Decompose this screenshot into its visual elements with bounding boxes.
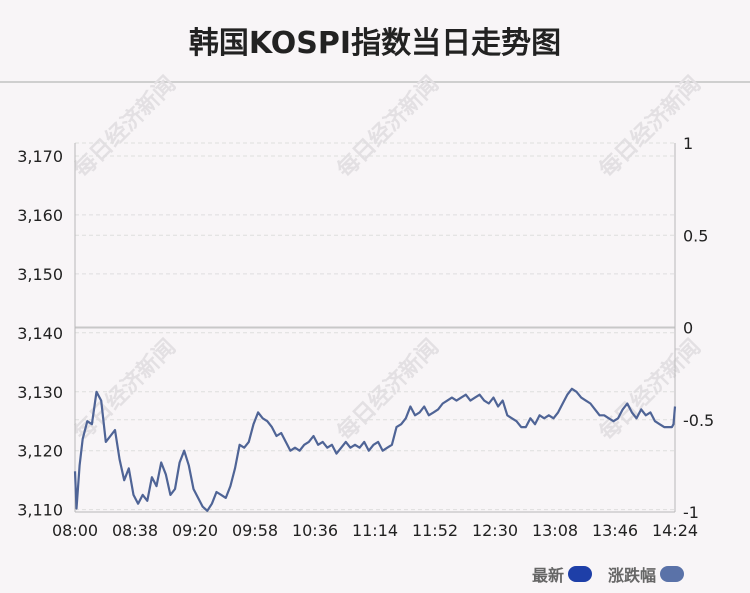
y-right-tick-label: -0.5 (683, 411, 714, 430)
y-left-tick-label: 3,150 (17, 265, 63, 284)
x-tick-label: 09:58 (232, 521, 278, 540)
axes (74, 143, 676, 513)
x-tick-label: 08:00 (52, 521, 98, 540)
watermark-text: 每日经济新闻 (332, 71, 444, 183)
series-layer (73, 387, 677, 512)
legend-item-latest: 最新 (532, 563, 593, 585)
watermark-text: 每日经济新闻 (594, 71, 706, 183)
tick-labels: 3,110 3,120 3,130 3,140 3,150 3,160 3,170 -1 -0.… (17, 134, 714, 540)
y-left-tick-label: 3,170 (17, 147, 63, 166)
x-tick-label: 08:38 (112, 521, 158, 540)
y-left-tick-label: 3,130 (17, 383, 63, 402)
title-divider (0, 81, 750, 83)
watermark-text: 每日经济新闻 (69, 71, 181, 183)
grid-lines (75, 142, 675, 513)
legend-label-latest: 最新 (532, 566, 565, 585)
y-left-tick-label: 3,110 (17, 501, 63, 520)
y-left-tick-label: 3,120 (17, 442, 63, 461)
y-right-tick-label: 1 (683, 134, 693, 153)
series-line-latest (73, 387, 677, 512)
y-right-tick-label: 0.5 (683, 226, 708, 245)
y-left-tick-label: 3,140 (17, 324, 63, 343)
legend-label-change: 涨跌幅 (608, 566, 657, 585)
x-tick-label: 14:24 (652, 521, 698, 540)
x-tick-label: 10:36 (292, 521, 338, 540)
chart-title: 韩国KOSPI指数当日走势图 (188, 26, 562, 61)
y-right-tick-label: 0 (683, 319, 693, 338)
legend-item-change: 涨跌幅 (608, 563, 685, 585)
x-tick-label: 13:46 (592, 521, 638, 540)
x-tick-label: 11:14 (352, 521, 398, 540)
y-right-tick-label: -1 (683, 503, 699, 522)
x-tick-label: 13:08 (532, 521, 578, 540)
y-left-tick-label: 3,160 (17, 206, 63, 225)
x-tick-label: 12:30 (472, 521, 518, 540)
x-tick-label: 11:52 (412, 521, 458, 540)
legend-swatch-change (660, 566, 685, 582)
x-tick-label: 09:20 (172, 521, 218, 540)
watermark-text: 每日经济新闻 (332, 334, 444, 446)
legend-swatch-latest (568, 566, 593, 582)
